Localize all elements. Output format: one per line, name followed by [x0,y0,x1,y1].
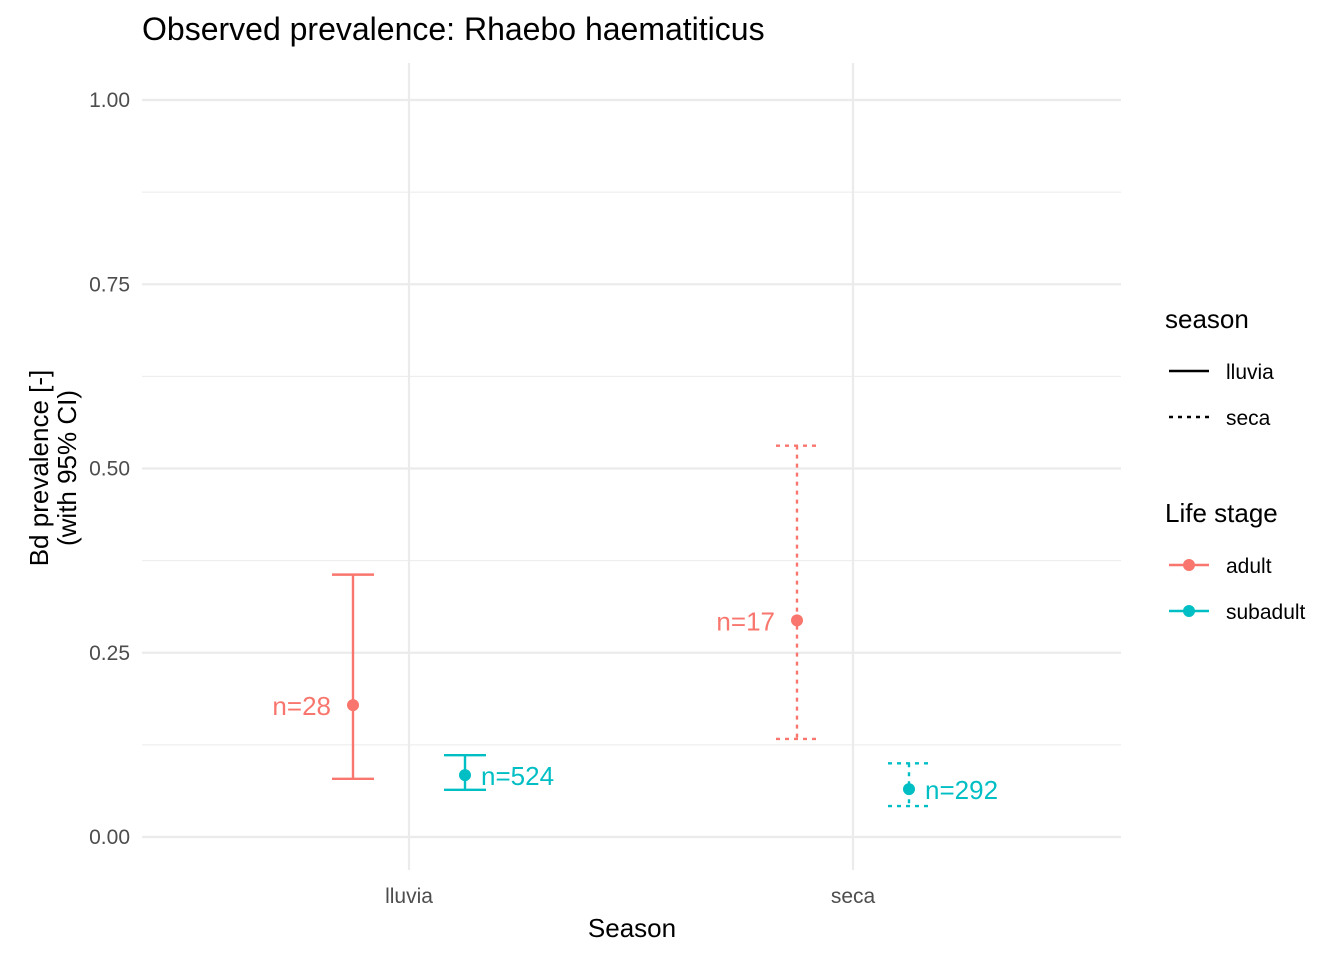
y-tick-label: 0.75 [89,273,130,296]
x-axis-title: Season [588,913,676,943]
legend-label-lluvia: lluvia [1226,361,1274,384]
y-axis-title-line2: (with 95% CI) [52,390,82,546]
chart-title: Observed prevalence: Rhaebo haematiticus [142,11,765,47]
legend-label-subadult: subadult [1226,601,1306,624]
x-tick-label: lluvia [385,885,433,908]
n-label: n=292 [925,775,998,805]
grid-lines [142,63,1121,870]
data-point [903,783,915,796]
x-tick-labels: lluvia seca [385,885,875,908]
legend-label-adult: adult [1226,555,1272,578]
y-tick-label: 0.00 [89,826,130,849]
y-tick-label: 1.00 [89,89,130,112]
legend-label-seca: seca [1226,407,1271,430]
data-point [347,699,359,712]
legend-key-point-subadult [1183,605,1195,617]
y-axis-title: Bd prevalence [-] (with 95% CI) [24,370,82,567]
y-tick-label: 0.25 [89,642,130,665]
errorbar-adult-seca: n=17 [716,444,818,741]
y-axis-title-line1: Bd prevalence [-] [24,370,54,567]
data-point [459,769,471,782]
legend-title-season: season [1165,304,1249,334]
legend: season lluvia seca Life stage adult subadult [1165,304,1306,624]
data-marks: n=28 n=17 n=524 n=292 [272,444,998,808]
legend-title-life-stage: Life stage [1165,498,1278,528]
errorbar-adult-lluvia: n=28 [272,573,374,780]
n-label: n=524 [481,761,554,791]
errorbar-subadult-lluvia: n=524 [444,753,554,791]
n-label: n=17 [716,606,775,636]
legend-key-point-adult [1183,559,1195,571]
y-tick-label: 0.50 [89,458,130,481]
y-tick-labels: 0.00 0.25 0.50 0.75 1.00 [89,89,130,849]
x-tick-label: seca [831,885,876,908]
n-label: n=28 [272,691,331,721]
errorbar-subadult-seca: n=292 [888,762,998,808]
data-point [791,614,803,627]
